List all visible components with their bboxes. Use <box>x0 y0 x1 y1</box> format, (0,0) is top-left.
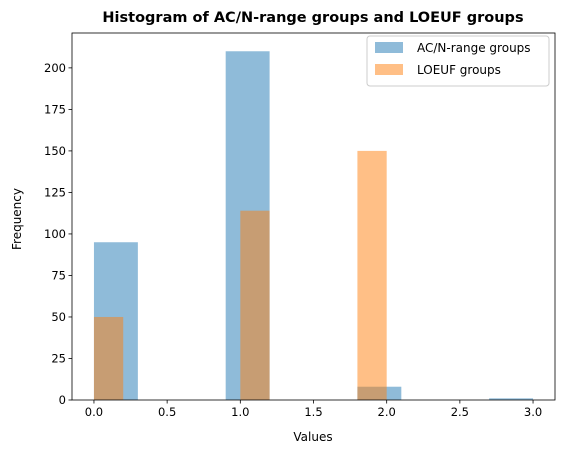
legend-label-1: LOEUF groups <box>417 63 501 77</box>
y-tick-label: 175 <box>44 102 66 116</box>
y-tick-label: 75 <box>51 268 66 282</box>
axes-layer: 0.0 0.5 1.0 1.5 2.0 2.5 3.0 0 25 50 75 100 125 150 175… <box>44 32 556 419</box>
plot-frame <box>71 32 556 401</box>
x-tick-label: 2.5 <box>451 405 469 419</box>
x-tick-label: 2.0 <box>378 405 396 419</box>
y-tick-label: 50 <box>51 310 66 324</box>
legend-swatch-0 <box>375 42 403 53</box>
y-axis-label: Frequency <box>10 188 24 250</box>
y-tick-label: 25 <box>51 351 66 365</box>
y-tick-label: 100 <box>44 227 66 241</box>
x-tick-label: 1.5 <box>304 405 322 419</box>
y-tick-label: 150 <box>44 144 66 158</box>
legend: AC/N-range groups LOEUF groups <box>366 35 550 87</box>
x-tick-label: 3.0 <box>524 405 542 419</box>
legend-frame <box>366 35 550 87</box>
x-tick-label: 0.0 <box>85 405 103 419</box>
y-tick-label: 200 <box>44 61 66 75</box>
legend-swatch-1 <box>375 64 403 75</box>
y-tick-label: 0 <box>59 393 66 407</box>
histogram-bar-s1-b0 <box>93 316 124 400</box>
legend-label-0: AC/N-range groups <box>417 41 531 55</box>
histogram-bar-s0-b3 <box>489 398 534 400</box>
y-tick-label: 125 <box>44 185 66 199</box>
bars-layer <box>93 51 534 400</box>
x-tick-label: 0.5 <box>158 405 176 419</box>
x-tick-label: 1.0 <box>231 405 249 419</box>
histogram-bar-s1-b2 <box>357 150 387 400</box>
chart-title: Histogram of AC/N-range groups and LOEUF… <box>102 10 523 26</box>
x-axis-label: Values <box>293 430 332 444</box>
histogram-bar-s1-b1 <box>240 210 270 400</box>
